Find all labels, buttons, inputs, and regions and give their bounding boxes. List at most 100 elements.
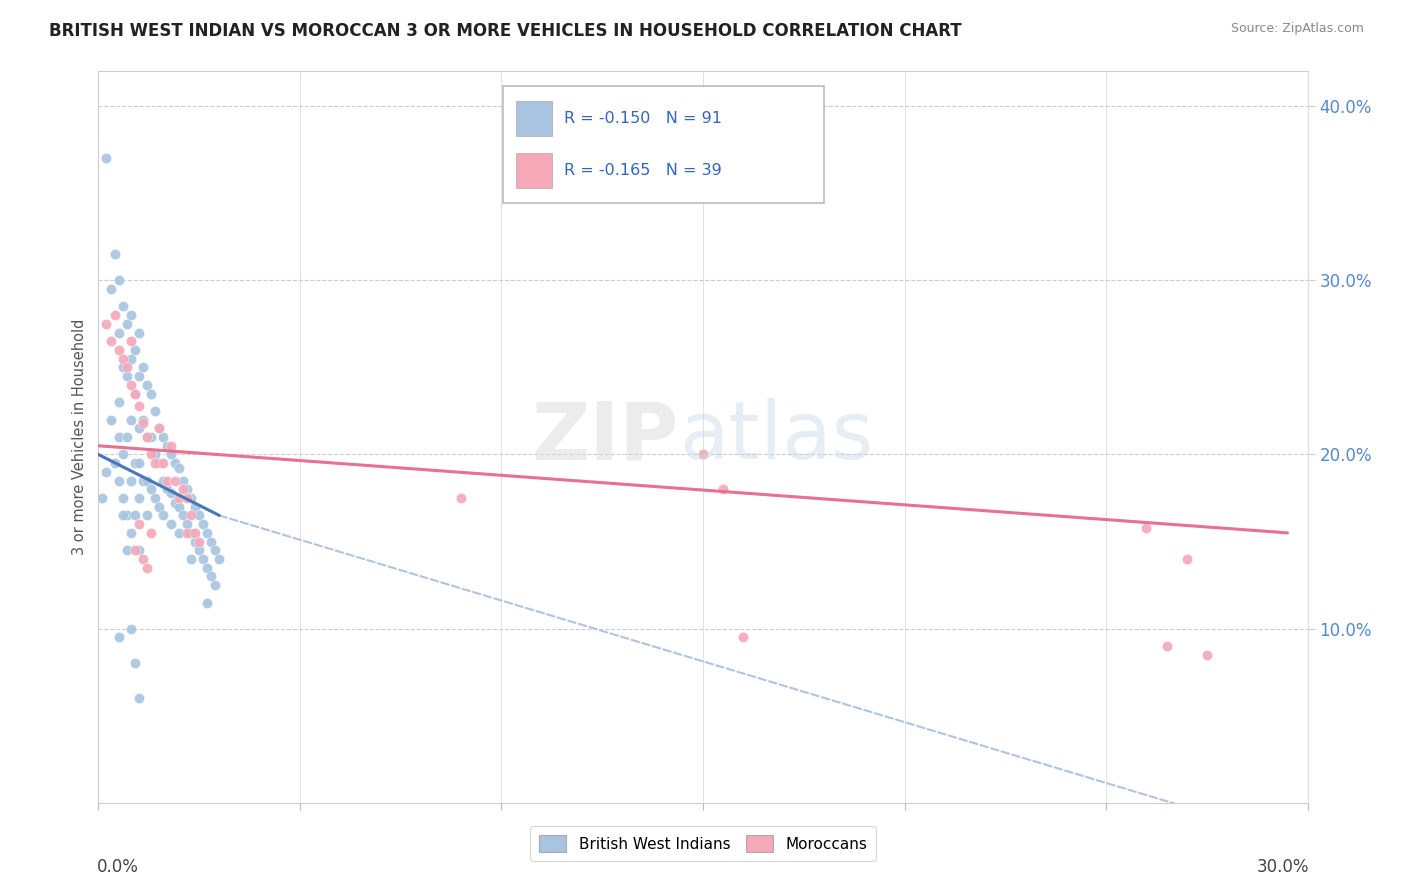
Point — [132, 412, 155, 426]
Point — [135, 377, 157, 392]
Point — [176, 525, 198, 540]
Point — [143, 448, 166, 462]
Point — [200, 534, 222, 549]
Text: Source: ZipAtlas.com: Source: ZipAtlas.com — [1230, 22, 1364, 36]
Point — [152, 508, 174, 523]
Text: 30.0%: 30.0% — [1257, 858, 1309, 876]
Point — [96, 152, 118, 166]
Point — [200, 569, 222, 583]
Point — [139, 386, 162, 401]
Point — [450, 491, 472, 505]
Point — [176, 491, 198, 505]
Point — [120, 474, 142, 488]
Point — [100, 334, 122, 349]
Point — [120, 308, 142, 322]
Point — [115, 430, 138, 444]
Point — [152, 430, 174, 444]
Point — [193, 517, 215, 532]
Point — [115, 369, 138, 384]
Point — [733, 631, 755, 645]
Point — [143, 404, 166, 418]
Point — [152, 474, 174, 488]
Point — [128, 543, 150, 558]
Legend: British West Indians, Moroccans: British West Indians, Moroccans — [530, 826, 876, 861]
Point — [163, 456, 186, 470]
Point — [132, 474, 155, 488]
Point — [163, 496, 186, 510]
Point — [1195, 648, 1218, 662]
Point — [160, 448, 183, 462]
Point — [1156, 639, 1178, 653]
Point — [120, 351, 142, 366]
Point — [107, 343, 129, 357]
Point — [111, 351, 134, 366]
Point — [135, 430, 157, 444]
Point — [120, 525, 142, 540]
Text: BRITISH WEST INDIAN VS MOROCCAN 3 OR MORE VEHICLES IN HOUSEHOLD CORRELATION CHAR: BRITISH WEST INDIAN VS MOROCCAN 3 OR MOR… — [49, 22, 962, 40]
Point — [208, 552, 231, 566]
Point — [115, 317, 138, 331]
Point — [195, 595, 218, 609]
Point — [128, 421, 150, 435]
Point — [160, 517, 183, 532]
Point — [160, 485, 183, 500]
Point — [180, 508, 202, 523]
Point — [132, 360, 155, 375]
Point — [132, 552, 155, 566]
Point — [184, 500, 207, 514]
Point — [139, 525, 162, 540]
Point — [111, 448, 134, 462]
Point — [156, 483, 179, 497]
Point — [124, 386, 146, 401]
Point — [103, 308, 125, 322]
Point — [143, 491, 166, 505]
Point — [167, 500, 190, 514]
Point — [124, 386, 146, 401]
Point — [124, 543, 146, 558]
Point — [135, 508, 157, 523]
Point — [184, 525, 207, 540]
Point — [172, 508, 194, 523]
Point — [100, 282, 122, 296]
Point — [139, 430, 162, 444]
Point — [188, 534, 211, 549]
Point — [124, 657, 146, 671]
Point — [188, 508, 211, 523]
Point — [148, 500, 170, 514]
Point — [115, 360, 138, 375]
Point — [156, 439, 179, 453]
Point — [195, 525, 218, 540]
Point — [135, 430, 157, 444]
Point — [132, 416, 155, 430]
Point — [167, 525, 190, 540]
Point — [107, 395, 129, 409]
Point — [184, 534, 207, 549]
Point — [120, 377, 142, 392]
Text: 0.0%: 0.0% — [97, 858, 139, 876]
Point — [204, 578, 226, 592]
Point — [120, 412, 142, 426]
Point — [195, 560, 218, 574]
Point — [115, 508, 138, 523]
Point — [111, 360, 134, 375]
Point — [139, 448, 162, 462]
Point — [188, 543, 211, 558]
Point — [107, 474, 129, 488]
Point — [111, 300, 134, 314]
Point — [180, 525, 202, 540]
Point — [128, 517, 150, 532]
Point — [156, 474, 179, 488]
Point — [176, 483, 198, 497]
Point — [152, 456, 174, 470]
Point — [176, 517, 198, 532]
Point — [128, 399, 150, 413]
Point — [163, 474, 186, 488]
Point — [100, 412, 122, 426]
Point — [167, 461, 190, 475]
Point — [172, 483, 194, 497]
Text: atlas: atlas — [679, 398, 873, 476]
Point — [148, 421, 170, 435]
Point — [111, 508, 134, 523]
Point — [692, 448, 714, 462]
Point — [172, 474, 194, 488]
